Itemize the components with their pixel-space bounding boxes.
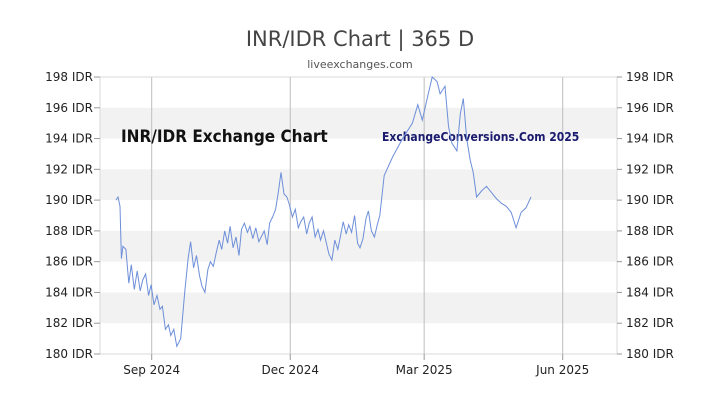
y-tick-label-left: 198 IDR: [45, 70, 93, 84]
y-tick-label-left: 180 IDR: [45, 347, 93, 361]
y-tick-label-right: 182 IDR: [626, 316, 674, 330]
y-tick-label-right: 188 IDR: [626, 224, 674, 238]
x-tick-label: Mar 2025: [396, 363, 453, 377]
y-axis-right: 180 IDR 182 IDR 184 IDR 186 IDR 188 IDR 190 I…: [617, 70, 674, 361]
y-tick-label-right: 198 IDR: [626, 70, 674, 84]
y-tick-label-left: 190 IDR: [45, 193, 93, 207]
chart-watermark-label: INR/IDR Exchange Chart: [121, 127, 328, 147]
y-tick-label-right: 180 IDR: [626, 347, 674, 361]
grid-band: [100, 107, 617, 139]
x-tick-label: Sep 2024: [123, 363, 180, 377]
y-tick-label-left: 186 IDR: [45, 255, 93, 269]
y-tick-label-right: 192 IDR: [626, 162, 674, 176]
y-tick-label-left: 194 IDR: [45, 132, 93, 146]
y-tick-label-right: 184 IDR: [626, 285, 674, 299]
plot-frame: [99, 76, 618, 355]
series-line-inr-idr: [115, 76, 532, 348]
y-tick-label-left: 192 IDR: [45, 162, 93, 176]
grid-bands: [100, 107, 617, 324]
grid-band: [100, 169, 617, 201]
y-tick-label-right: 194 IDR: [626, 132, 674, 146]
chart-title: INR/IDR Chart | 365 D: [246, 27, 474, 52]
y-tick-label-left: 188 IDR: [45, 224, 93, 238]
chart-watermark-credit: ExchangeConversions.Com 2025: [382, 130, 579, 144]
y-tick-label-left: 182 IDR: [45, 316, 93, 330]
y-tick-label-left: 184 IDR: [45, 285, 93, 299]
y-tick-label-right: 190 IDR: [626, 193, 674, 207]
grid-band: [100, 230, 617, 262]
y-tick-label-left: 196 IDR: [45, 101, 93, 115]
grid-band: [100, 292, 617, 324]
chart-subtitle: liveexchanges.com: [307, 58, 412, 71]
y-tick-label-right: 186 IDR: [626, 255, 674, 269]
x-tick-label: Dec 2024: [261, 363, 319, 377]
x-tick-label: Jun 2025: [535, 363, 589, 377]
y-axis-left: 180 IDR 182 IDR 184 IDR 186 IDR 188 IDR 190 I…: [45, 70, 100, 361]
y-tick-label-right: 196 IDR: [626, 101, 674, 115]
vertical-gridlines: [151, 77, 564, 354]
x-axis: Sep 2024 Dec 2024 Mar 2025 Jun 2025: [123, 354, 589, 377]
